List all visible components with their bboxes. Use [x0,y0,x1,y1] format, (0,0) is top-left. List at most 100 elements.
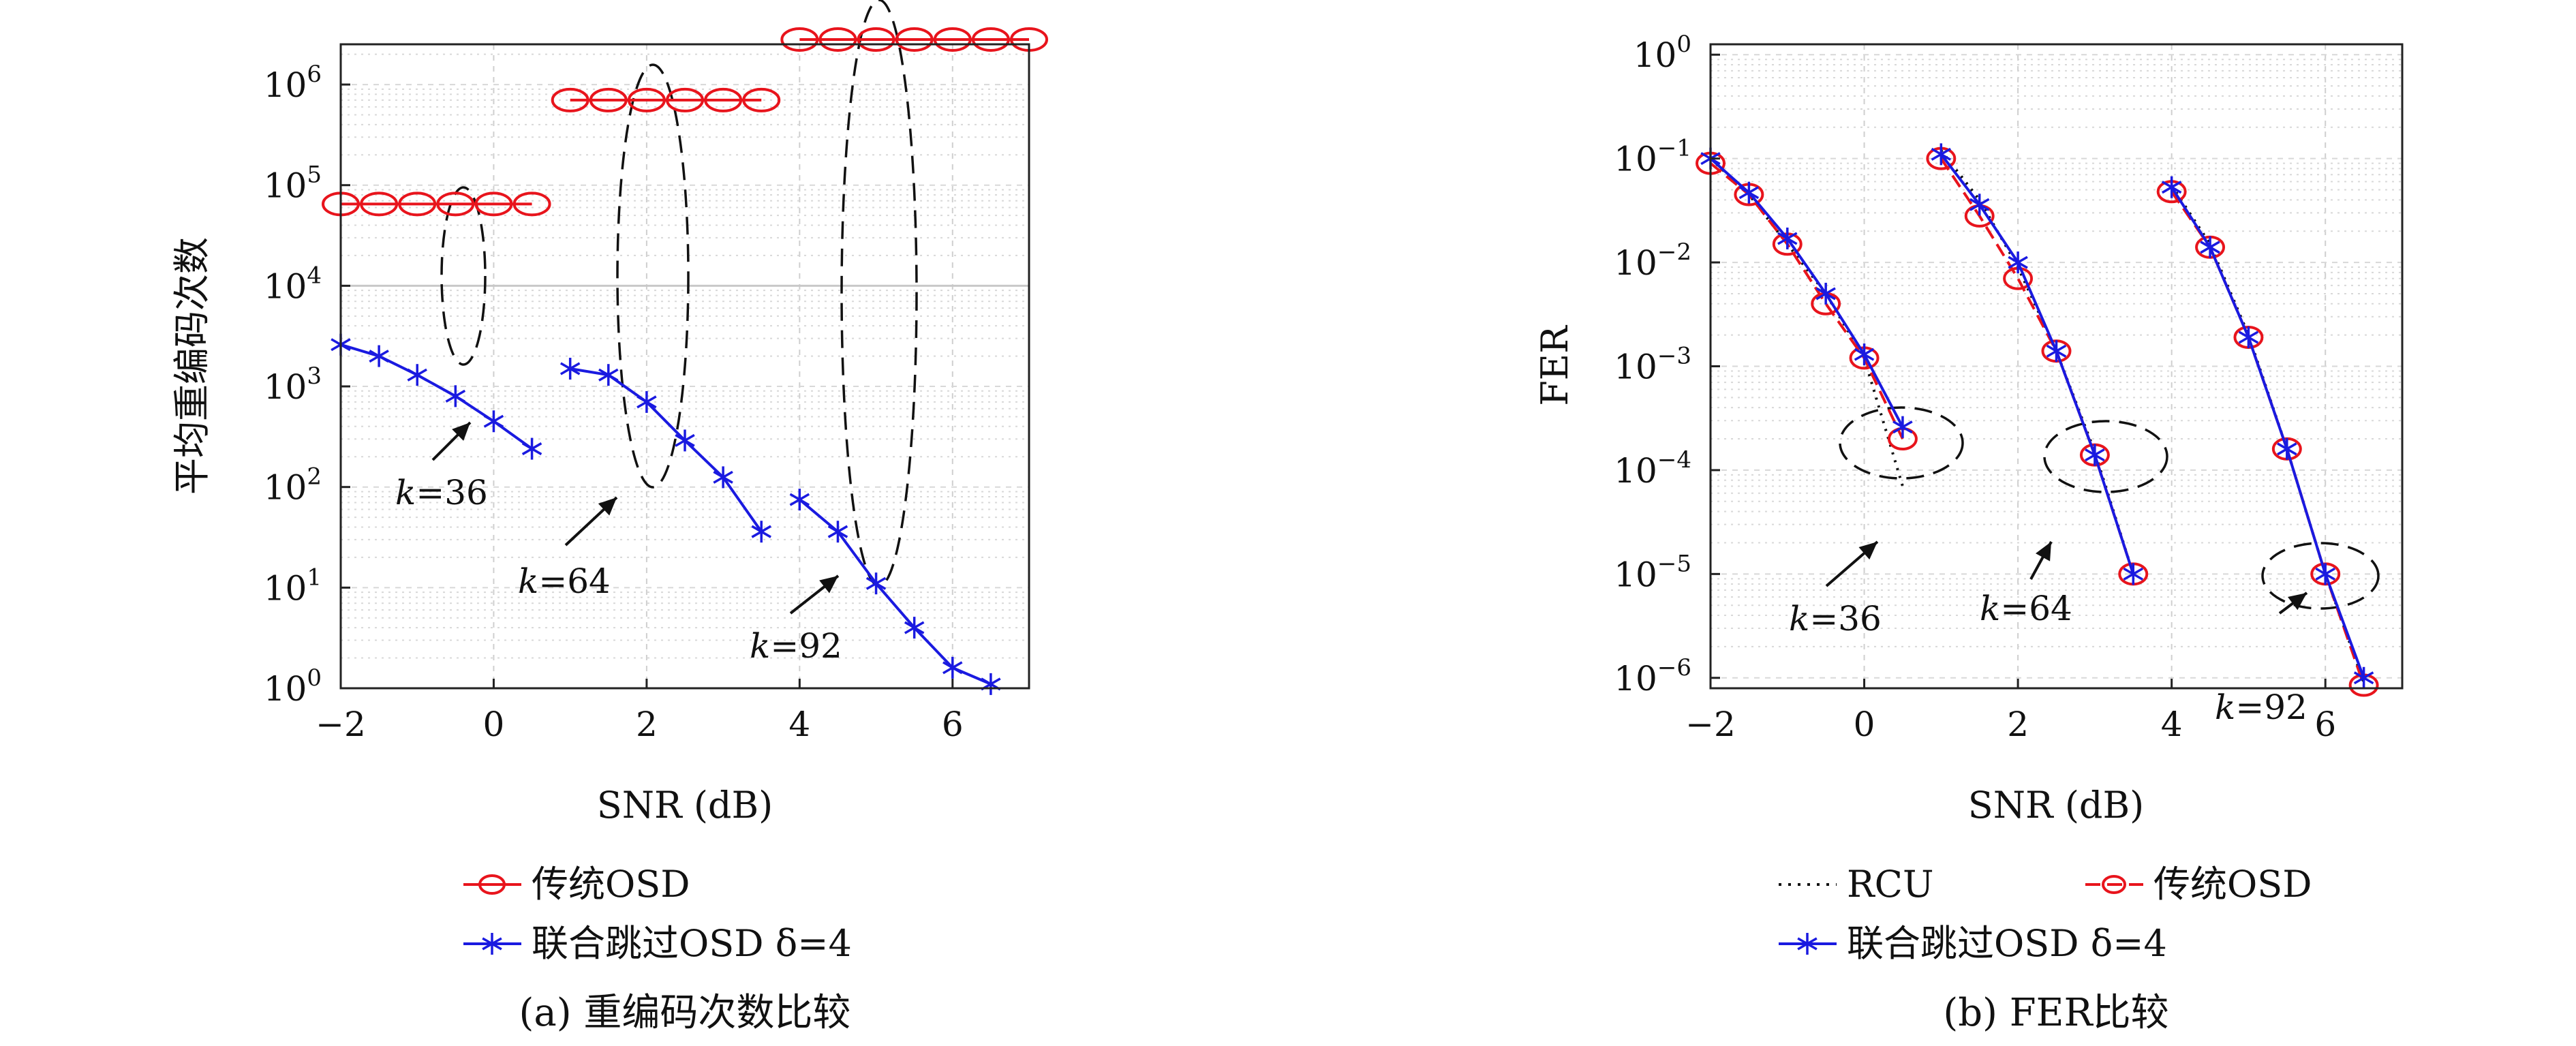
k-label: k=36 [395,473,488,512]
x-tick-label: 6 [942,705,964,744]
x-ticks: −2 0 2 4 6 [1685,679,2336,744]
data-point [445,385,466,407]
y-axis-label: FER [1533,325,1576,406]
y-tick-label: 10−5 [1614,550,1691,594]
series-layer [322,27,1048,695]
group-ellipse [2261,542,2380,610]
star-stroke [942,661,963,675]
series-line [2171,191,2365,686]
data-point [559,358,581,380]
data-point [780,27,819,52]
data-point [751,521,771,543]
data-point [474,191,513,217]
x-tick-label: 2 [2007,705,2029,744]
data-point [360,191,399,217]
arrow-head [2288,593,2307,611]
data-point [551,87,589,112]
data-point [2315,563,2335,585]
star-stroke [904,621,925,634]
data-point [1738,181,1760,204]
arrow-head [2036,542,2051,562]
y-ticks: 100 10−1 10−2 10−3 10−4 10−5 10−6 [1614,31,1720,698]
x-tick-label: 4 [2161,705,2183,744]
star-stroke [865,576,887,590]
star-stroke [1854,348,1875,361]
legend-star [1797,933,1818,955]
x-tick-label: −2 [316,705,366,744]
star-stroke [2008,256,2028,269]
series-line [2170,186,2365,679]
data-point [904,617,925,639]
star-stroke [2046,344,2067,358]
data-point [713,466,733,489]
data-point [598,364,619,386]
star-stroke [407,368,427,382]
data-point [589,87,628,112]
legend-marker-traditional [2102,875,2126,894]
star-stroke [598,368,619,382]
data-point [789,489,810,511]
panel-caption: (b) FER比较 [1943,991,2168,1035]
data-point [1892,416,1913,438]
grid [340,44,1029,689]
data-point [398,191,437,217]
x-axis-label: SNR (dB) [1968,784,2144,827]
legend-marker-traditional [478,874,506,895]
panel-b: k=36 k=64k=92 −2 0 2 4 6 10010−110−210−310−41… [1533,31,2404,1035]
arrow-head [452,422,470,441]
star-stroke [2277,442,2297,456]
group-ellipse [2043,420,2168,493]
star-stroke [2123,567,2144,581]
data-point [865,572,887,595]
series-joint [331,333,1001,695]
legend: RCU 传统OSD 联合跳过OSD δ=4 [1779,863,2312,965]
y-tick-label: 10−6 [1614,654,1691,698]
data-point [1777,227,1798,249]
arrow-head [598,497,617,516]
k-label: k=92 [750,626,842,666]
data-point [2046,340,2067,363]
series-traditional [322,27,1048,217]
data-point [2200,236,2220,258]
series-line [570,367,763,533]
star-stroke [1738,186,1760,200]
star-stroke [1892,420,1913,434]
data-point [407,364,427,386]
star-stroke [369,350,389,363]
data-point [675,429,695,452]
y-tick-label: 104 [264,262,322,306]
star-stroke [1969,198,1990,211]
arrow-head [1858,542,1877,560]
group-ellipse [1839,406,1964,480]
star-stroke [637,395,657,409]
annotations: k=36 k=64 k=92 [1789,406,2380,727]
series-line [1709,157,1904,487]
data-point [981,673,1001,695]
y-tick-label: 10−3 [1614,343,1691,387]
legend-star [482,933,502,955]
data-point [971,27,1010,52]
star-stroke [2161,181,2182,194]
star-stroke [713,470,733,484]
star-stroke [2238,330,2259,344]
star-stroke [482,937,502,951]
legend-label-joint: 联合跳过OSD δ=4 [1847,922,2167,965]
star-stroke [559,362,581,375]
star-stroke [751,525,771,538]
data-point [1854,343,1875,366]
y-tick-label: 100 [1634,31,1691,75]
arrow-head [819,576,838,594]
data-point [895,27,934,52]
series-line [2170,185,2365,683]
x-tick-label: 0 [483,705,505,744]
star-stroke [483,414,504,428]
group-ellipse [840,0,918,587]
data-point [436,191,475,217]
data-point [2123,563,2144,585]
legend-label-joint: 联合跳过OSD δ=4 [532,922,852,965]
y-tick-label: 106 [264,61,322,105]
data-point [637,390,657,413]
legend-marker-joint [1797,933,1818,955]
group-ellipse [440,186,487,366]
